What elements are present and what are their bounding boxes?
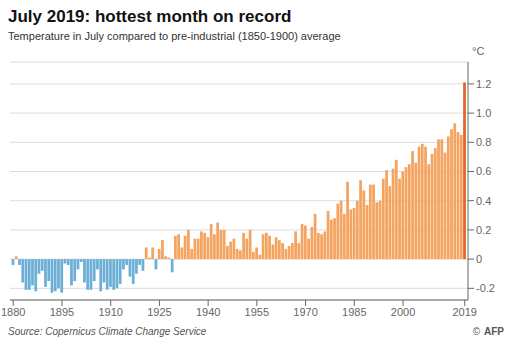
svg-text:2000: 2000 (391, 306, 415, 318)
svg-text:1955: 1955 (245, 306, 269, 318)
svg-text:1.2: 1.2 (476, 78, 491, 90)
svg-text:0.4: 0.4 (476, 195, 491, 207)
svg-text:1940: 1940 (196, 306, 220, 318)
svg-text:2019: 2019 (453, 306, 477, 318)
html-text:Source: Copernicus Climate Cha: Source: Copernicus Climate Change Servic… (8, 326, 207, 337)
svg-text:0.8: 0.8 (476, 136, 491, 148)
svg-text:1925: 1925 (147, 306, 171, 318)
svg-text:1.0: 1.0 (476, 107, 491, 119)
svg-text:1895: 1895 (50, 306, 74, 318)
svg-text:1880: 1880 (8, 306, 25, 318)
html-text:AFP: AFP (484, 326, 504, 337)
svg-text:0.2: 0.2 (476, 224, 491, 236)
svg-text:1970: 1970 (293, 306, 317, 318)
svg-text:1910: 1910 (98, 306, 122, 318)
html-text:°C: °C (472, 45, 485, 57)
html-text:Temperature in July compared t: Temperature in July compared to pre-indu… (8, 30, 341, 42)
svg-text:-0.2: -0.2 (476, 282, 495, 294)
svg-text:1985: 1985 (342, 306, 366, 318)
html-text:July 2019: hottest month on re: July 2019: hottest month on record (8, 7, 292, 26)
svg-text:0.6: 0.6 (476, 165, 491, 177)
svg-text:0: 0 (476, 253, 482, 265)
